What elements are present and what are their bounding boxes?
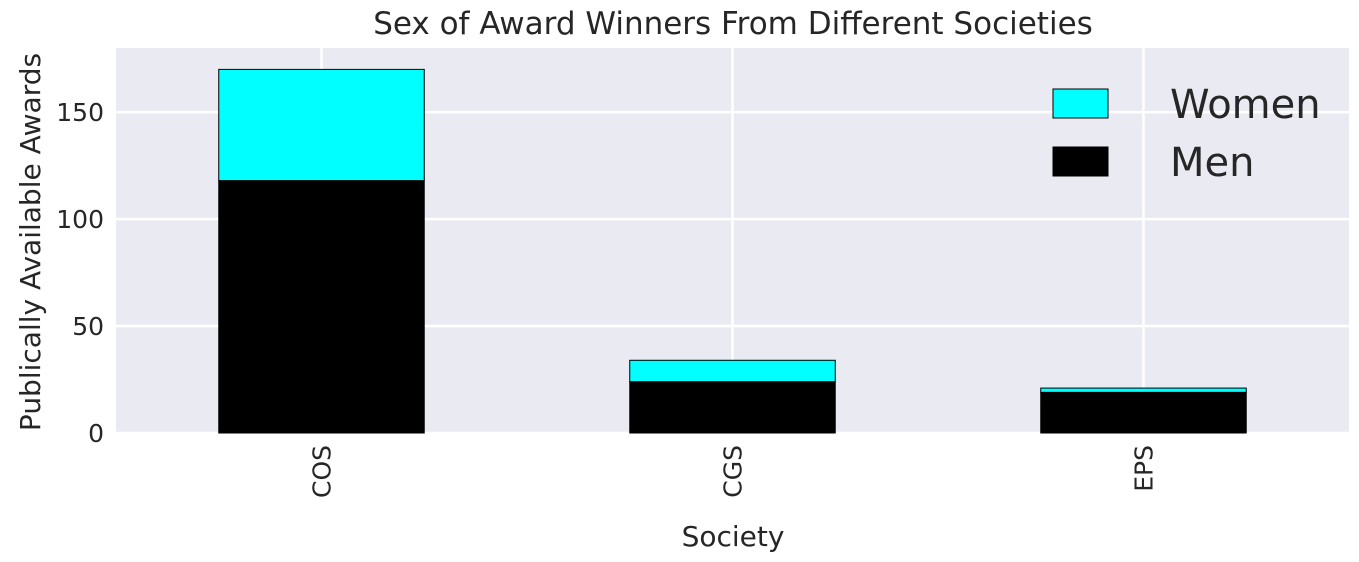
x-tick-label: COS bbox=[308, 445, 337, 498]
y-tick-labels: 0 50 100 150 bbox=[56, 98, 104, 448]
legend-swatch-men bbox=[1052, 146, 1109, 177]
y-tick-label: 0 bbox=[88, 419, 104, 448]
x-tick-labels: COS CGS EPS bbox=[308, 445, 1159, 498]
bar-men-cgs bbox=[629, 381, 836, 434]
legend-label-women: Women bbox=[1170, 82, 1321, 128]
x-tick-label: CGS bbox=[719, 445, 748, 498]
bar-women-cos bbox=[218, 68, 425, 182]
y-axis-label: Publically Available Awards bbox=[14, 53, 47, 431]
x-axis-label: Society bbox=[682, 520, 785, 553]
bar-men-cos bbox=[218, 180, 425, 434]
legend-label-men: Men bbox=[1170, 140, 1254, 186]
chart-title: Sex of Award Winners From Different Soci… bbox=[373, 6, 1093, 42]
x-tick-label: EPS bbox=[1130, 445, 1159, 492]
bar-women-eps bbox=[1040, 387, 1247, 393]
bar-men-eps bbox=[1040, 391, 1247, 434]
y-tick-label: 50 bbox=[72, 312, 104, 341]
y-tick-label: 150 bbox=[56, 98, 104, 127]
bars bbox=[218, 68, 1247, 434]
y-tick-label: 100 bbox=[56, 205, 104, 234]
legend-swatch-women bbox=[1052, 88, 1109, 119]
legend: Women Men bbox=[1052, 82, 1321, 186]
bar-women-cgs bbox=[629, 359, 836, 383]
